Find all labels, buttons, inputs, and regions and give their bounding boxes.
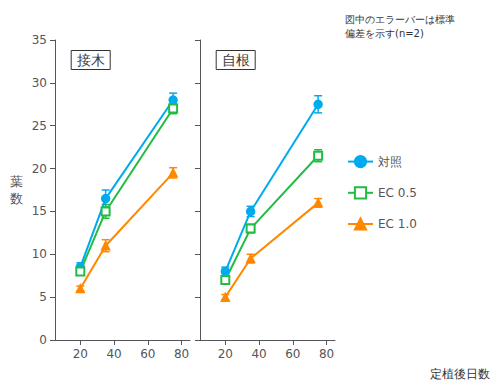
svg-text:40: 40 (251, 347, 266, 361)
svg-text:EC 1.0: EC 1.0 (378, 217, 417, 231)
svg-text:25: 25 (32, 119, 47, 133)
svg-text:EC 0.5: EC 0.5 (378, 186, 417, 200)
svg-text:5: 5 (39, 290, 47, 304)
svg-text:葉: 葉 (10, 174, 23, 189)
svg-text:35: 35 (32, 33, 47, 47)
svg-text:80: 80 (174, 347, 189, 361)
svg-text:対照: 対照 (378, 155, 402, 169)
svg-text:0: 0 (39, 333, 47, 347)
svg-text:60: 60 (140, 347, 155, 361)
svg-text:10: 10 (32, 247, 47, 261)
svg-text:40: 40 (106, 347, 121, 361)
svg-text:20: 20 (73, 347, 88, 361)
svg-text:偏差を示す(n=2): 偏差を示す(n=2) (345, 28, 424, 39)
svg-text:20: 20 (32, 162, 47, 176)
svg-text:定植後日数: 定植後日数 (430, 367, 490, 381)
svg-text:自根: 自根 (222, 52, 250, 68)
svg-text:図中のエラーバーは標準: 図中のエラーバーは標準 (345, 14, 455, 25)
svg-text:80: 80 (319, 347, 334, 361)
svg-text:60: 60 (285, 347, 300, 361)
svg-text:接木: 接木 (77, 52, 105, 68)
svg-text:30: 30 (32, 76, 47, 90)
svg-text:15: 15 (32, 204, 47, 218)
svg-text:数: 数 (10, 191, 23, 206)
svg-text:20: 20 (218, 347, 233, 361)
